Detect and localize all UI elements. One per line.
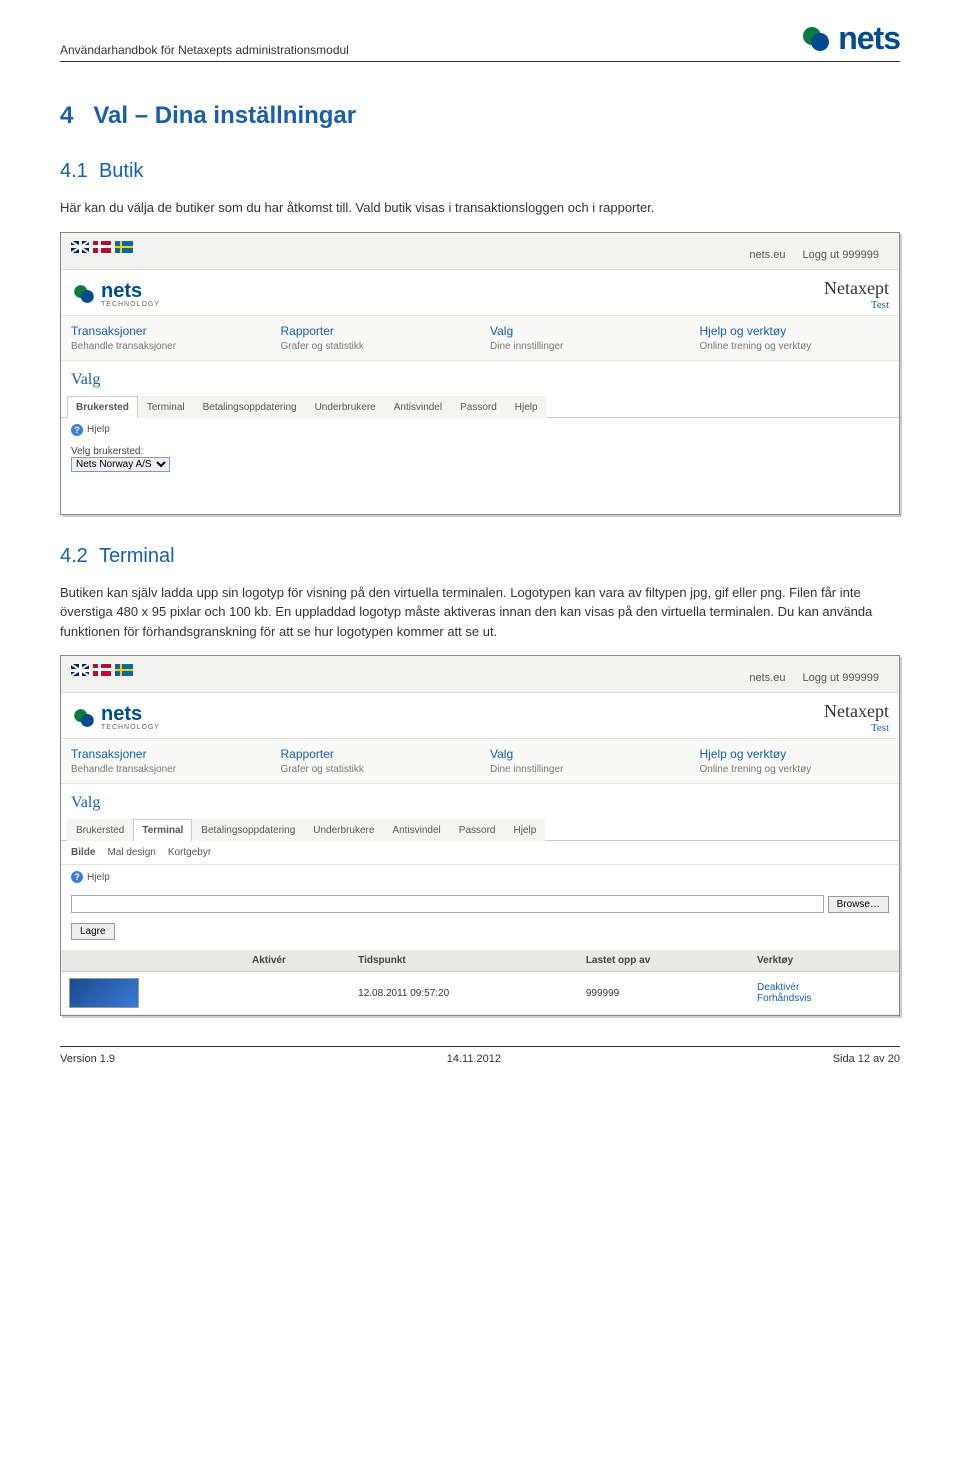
nets-logo-icon	[800, 23, 832, 55]
browse-button[interactable]: Browse…	[828, 896, 889, 913]
link-nets-eu[interactable]: nets.eu	[749, 249, 785, 261]
subtab-bilde[interactable]: Bilde	[71, 847, 95, 858]
top-links: nets.eu Logg ut 999999	[735, 241, 889, 261]
tab-strip: Brukersted Terminal Betalingsoppdatering…	[61, 395, 899, 418]
tab-terminal[interactable]: Terminal	[138, 396, 194, 418]
nav-item[interactable]: RapporterGrafer og statistikk	[271, 316, 481, 360]
help-row[interactable]: ? Hjelp	[61, 865, 899, 889]
sub-tabs: Bilde Mal design Kortgebyr	[61, 841, 899, 865]
flag-no-icon[interactable]	[93, 241, 111, 253]
language-flags: nets.eu Logg ut 999999	[61, 656, 899, 693]
link-logout[interactable]: Logg ut 999999	[803, 672, 879, 684]
page-header: Användarhandbok för Netaxepts administra…	[60, 20, 900, 62]
cell-user: 999999	[578, 972, 749, 1015]
heading-2-1: 4.1 Butik	[60, 160, 900, 183]
help-row[interactable]: ? Hjelp	[61, 418, 899, 442]
tab-underbrukere[interactable]: Underbrukere	[306, 396, 385, 418]
tab-betalingsoppdatering[interactable]: Betalingsoppdatering	[192, 819, 304, 841]
tab-underbrukere[interactable]: Underbrukere	[304, 819, 383, 841]
tab-antisvindel[interactable]: Antisvindel	[385, 396, 451, 418]
save-button[interactable]: Lagre	[71, 923, 115, 940]
tab-hjelp[interactable]: Hjelp	[504, 819, 545, 841]
heading-1: 4 Val – Dina inställningar	[60, 102, 900, 130]
flag-se-icon[interactable]	[115, 241, 133, 253]
link-forhandsvis[interactable]: Forhåndsvis	[757, 993, 891, 1004]
nets-logo-icon	[71, 705, 97, 731]
screenshot-2: nets.eu Logg ut 999999 nets TECHNOLOGY N…	[60, 655, 900, 1016]
logo-thumbnail	[69, 978, 139, 1008]
footer-date: 14.11.2012	[447, 1053, 501, 1065]
brand-small: nets TECHNOLOGY	[71, 281, 160, 308]
product-name: Netaxept Test	[824, 278, 889, 311]
tab-passord[interactable]: Passord	[451, 396, 506, 418]
tab-brukersted[interactable]: Brukersted	[67, 396, 138, 418]
footer-version: Version 1.9	[60, 1053, 115, 1065]
logo-table: Aktivér Tidspunkt Lastet opp av Verktøy …	[61, 950, 899, 1015]
main-nav: TransaksjonerBehandle transaksjoner Rapp…	[61, 738, 899, 784]
flag-no-icon[interactable]	[93, 664, 111, 676]
language-flags: nets.eu Logg ut 999999	[61, 233, 899, 270]
th-thumb	[61, 950, 244, 972]
tab-strip: Brukersted Terminal Betalingsoppdatering…	[61, 818, 899, 841]
nav-item[interactable]: Hjelp og verktøyOnline trening og verktø…	[690, 739, 900, 783]
nav-item[interactable]: RapporterGrafer og statistikk	[271, 739, 481, 783]
nav-item[interactable]: TransaksjonerBehandle transaksjoner	[61, 316, 271, 360]
heading-2-2: 4.2 Terminal	[60, 545, 900, 568]
link-nets-eu[interactable]: nets.eu	[749, 672, 785, 684]
screenshot-1: nets.eu Logg ut 999999 nets TECHNOLOGY N…	[60, 232, 900, 515]
paragraph-1: Här kan du välja de butiker som du har å…	[60, 198, 900, 218]
brand-small: nets TECHNOLOGY	[71, 704, 160, 731]
th-aktiver: Aktivér	[244, 950, 350, 972]
top-links: nets.eu Logg ut 999999	[735, 664, 889, 684]
tab-antisvindel[interactable]: Antisvindel	[383, 819, 449, 841]
flag-uk-icon[interactable]	[71, 664, 89, 676]
th-verktoy: Verktøy	[749, 950, 899, 972]
cell-aktiver	[244, 972, 350, 1015]
nav-item[interactable]: Hjelp og verktøyOnline trening og verktø…	[690, 316, 900, 360]
brukersted-select[interactable]: Nets Norway A/S	[71, 457, 170, 472]
doc-header-title: Användarhandbok för Netaxepts administra…	[60, 43, 349, 57]
heading-1-num: 4	[60, 102, 73, 129]
footer-page: Sida 12 av 20	[833, 1053, 900, 1065]
link-logout[interactable]: Logg ut 999999	[803, 249, 879, 261]
page-footer: Version 1.9 14.11.2012 Sida 12 av 20	[60, 1046, 900, 1065]
paragraph-2: Butiken kan själv ladda upp sin logotyp …	[60, 583, 900, 642]
tab-terminal[interactable]: Terminal	[133, 819, 192, 841]
subtab-kortgebyr[interactable]: Kortgebyr	[168, 847, 211, 858]
tab-brukersted[interactable]: Brukersted	[67, 819, 133, 841]
flag-uk-icon[interactable]	[71, 241, 89, 253]
nets-logo-icon	[71, 281, 97, 307]
field-label: Velg brukersted:	[71, 446, 889, 457]
nav-item[interactable]: ValgDine innstillinger	[480, 739, 690, 783]
field-row: Velg brukersted: Nets Norway A/S	[61, 442, 899, 484]
nav-item[interactable]: TransaksjonerBehandle transaksjoner	[61, 739, 271, 783]
product-name: Netaxept Test	[824, 701, 889, 734]
cell-tidspunkt: 12.08.2011 09:57:20	[350, 972, 578, 1015]
help-icon: ?	[71, 871, 83, 883]
tab-passord[interactable]: Passord	[450, 819, 505, 841]
heading-1-text: Val – Dina inställningar	[93, 102, 356, 129]
tab-betalingsoppdatering[interactable]: Betalingsoppdatering	[194, 396, 306, 418]
section-title: Valg	[61, 361, 899, 395]
help-icon: ?	[71, 424, 83, 436]
table-row: 12.08.2011 09:57:20 999999 Deaktivér For…	[61, 972, 899, 1015]
upload-row: Browse…	[61, 889, 899, 919]
main-nav: TransaksjonerBehandle transaksjoner Rapp…	[61, 315, 899, 361]
nav-item[interactable]: ValgDine innstillinger	[480, 316, 690, 360]
tab-hjelp[interactable]: Hjelp	[506, 396, 547, 418]
flag-se-icon[interactable]	[115, 664, 133, 676]
th-lastetopp: Lastet opp av	[578, 950, 749, 972]
link-deaktiver[interactable]: Deaktivér	[757, 982, 799, 993]
th-tidspunkt: Tidspunkt	[350, 950, 578, 972]
brand-text: nets	[838, 20, 900, 57]
section-title: Valg	[61, 784, 899, 818]
upload-path-input[interactable]	[71, 895, 824, 913]
subtab-maldesign[interactable]: Mal design	[107, 847, 155, 858]
brand-logo: nets	[800, 20, 900, 57]
